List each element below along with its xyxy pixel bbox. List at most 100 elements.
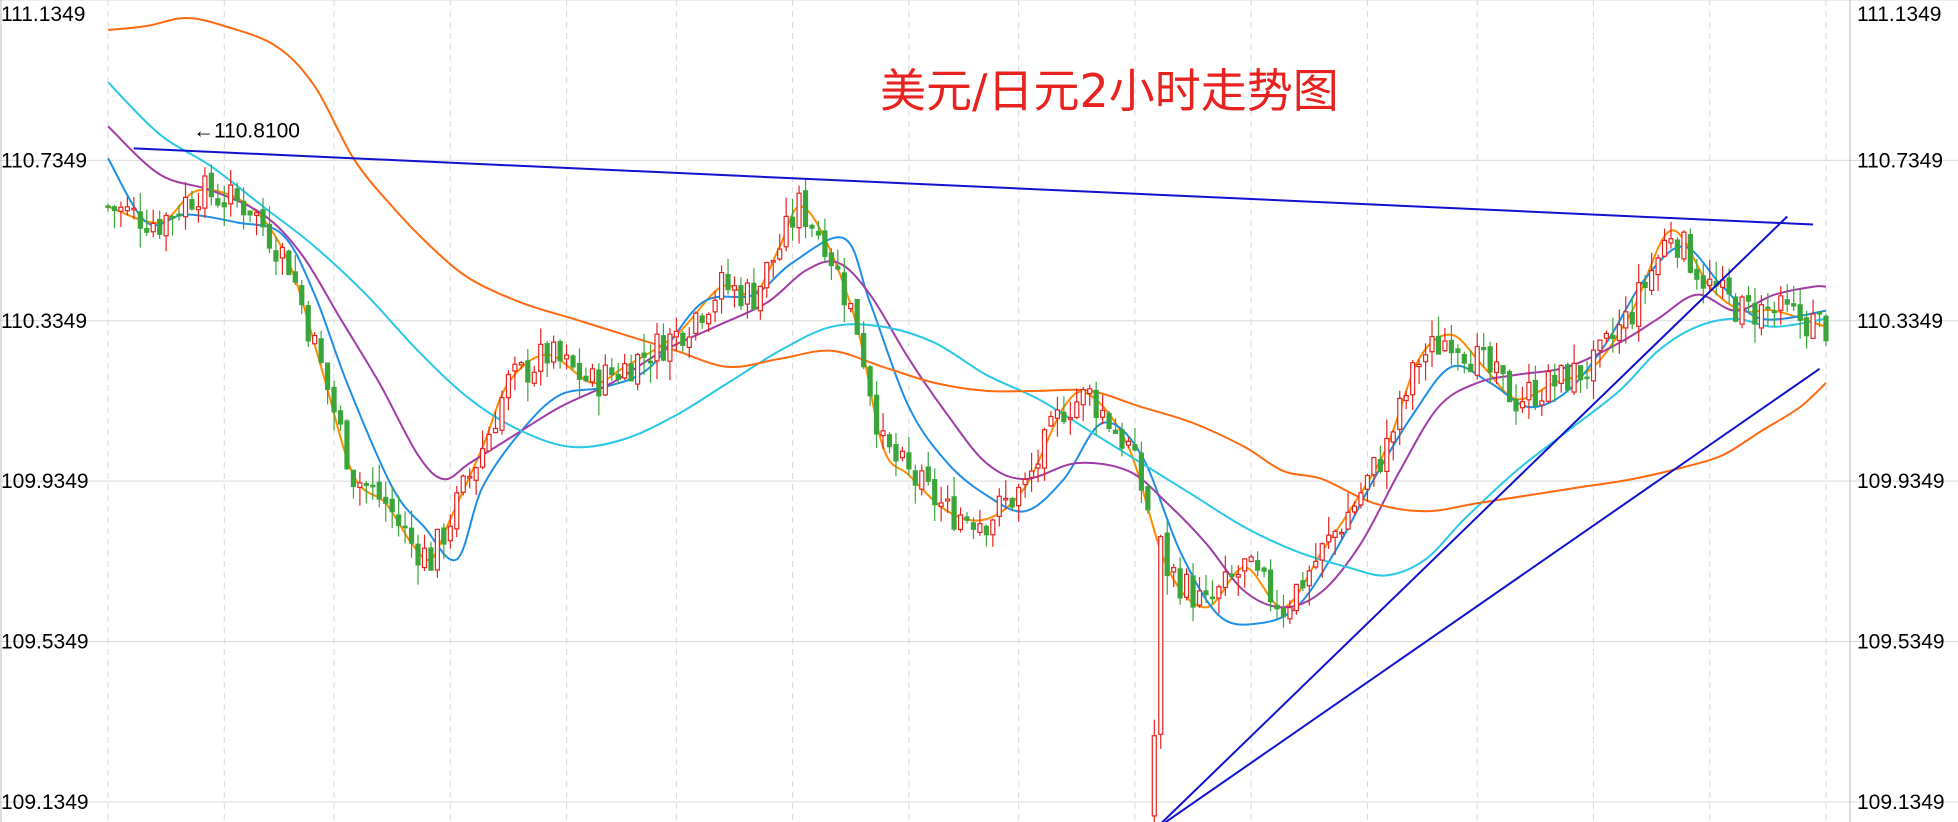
candle-body-up	[1364, 474, 1371, 490]
candle	[1590, 340, 1597, 399]
candle	[208, 164, 214, 206]
candle-body-up	[1519, 401, 1526, 409]
candle-body-up	[777, 248, 783, 260]
candle	[1442, 327, 1448, 353]
candle-body-up	[118, 206, 124, 212]
candle-body-up	[131, 207, 137, 211]
candle-body-down	[318, 338, 324, 363]
candle	[1390, 429, 1396, 461]
candle	[1242, 558, 1248, 588]
candle	[1054, 396, 1061, 437]
candle	[460, 474, 466, 496]
candle-body-down	[402, 525, 408, 529]
candle	[945, 485, 951, 513]
candle	[1326, 516, 1332, 549]
candle	[1306, 565, 1312, 606]
candle	[1668, 221, 1674, 249]
candle-body-up	[1035, 463, 1041, 469]
candle-body-down	[396, 514, 402, 526]
candle	[1229, 565, 1235, 580]
candle-body-down	[273, 250, 279, 262]
candle-body-up	[796, 192, 802, 229]
candle-body-down	[1513, 398, 1519, 412]
candle	[1061, 396, 1067, 425]
candle-body-down	[1745, 295, 1752, 302]
candle-body-down	[1164, 532, 1170, 577]
candle-body-up	[195, 206, 202, 211]
candle-body-up	[1028, 470, 1035, 479]
candle-body-up	[518, 362, 524, 366]
candle	[1371, 456, 1377, 487]
moving-average-line	[107, 188, 1827, 609]
chart-title: 美元/日元2小时走势图	[880, 64, 1339, 118]
candle	[576, 348, 583, 398]
candle	[1119, 422, 1125, 457]
y-tick-label-left: 110.7349	[1, 149, 87, 172]
candle	[1468, 350, 1474, 373]
candle	[1003, 480, 1009, 510]
candle-body-down	[699, 315, 705, 323]
candle-body-up	[635, 353, 641, 385]
candle	[144, 209, 150, 236]
candle	[551, 335, 557, 369]
candle-body-down	[111, 206, 118, 212]
candle-body-down	[337, 410, 344, 425]
candle-body-up	[919, 470, 925, 490]
candle-body-up	[1048, 415, 1054, 427]
candle	[861, 321, 867, 370]
y-tick-label-right: 110.3349	[1857, 310, 1943, 333]
candle-body-down	[389, 498, 395, 513]
candle	[1565, 362, 1571, 392]
candle	[1758, 295, 1765, 336]
candle	[1183, 568, 1190, 601]
candle-body-down	[1765, 306, 1771, 310]
candle-body-up	[938, 502, 944, 507]
candle	[1267, 559, 1274, 612]
candle	[479, 430, 486, 470]
candle-body-down	[725, 273, 731, 291]
candle-body-down	[835, 265, 841, 270]
candle	[609, 358, 615, 381]
candle-body-down	[1500, 365, 1506, 375]
candle	[1338, 528, 1345, 540]
candle	[1300, 571, 1306, 592]
candle-body-up	[622, 363, 628, 379]
candle	[718, 265, 725, 314]
candle-body-up	[1196, 590, 1203, 606]
candle	[673, 317, 679, 352]
moving-average-line	[107, 157, 1827, 626]
candle	[725, 258, 731, 295]
candle	[1739, 294, 1745, 329]
candle-body-down	[1674, 239, 1681, 258]
candle-body-up	[1054, 409, 1061, 419]
candle-body-down	[1112, 429, 1119, 434]
candle	[1519, 386, 1526, 413]
candle	[434, 528, 440, 578]
candle	[1448, 324, 1455, 366]
candle-body-up	[1810, 313, 1816, 339]
candle-body-down	[137, 211, 143, 229]
candle	[396, 495, 402, 537]
candle	[1138, 441, 1144, 503]
candle-body-down	[1771, 310, 1777, 314]
candle-body-down	[1106, 412, 1112, 430]
candle	[1661, 228, 1668, 258]
candle	[234, 182, 240, 208]
candle	[299, 280, 305, 315]
candle	[557, 339, 563, 369]
candle	[1035, 449, 1041, 483]
candle	[964, 512, 970, 524]
candle-body-down	[680, 332, 686, 347]
candle-body-up	[1003, 497, 1009, 501]
candle	[1571, 344, 1577, 396]
candle-body-up	[1171, 567, 1177, 573]
candle-body-up	[1371, 456, 1377, 476]
candle	[1771, 301, 1777, 327]
candle-body-down	[1816, 311, 1823, 315]
candle	[1132, 428, 1138, 452]
candle	[544, 341, 550, 378]
candle-body-up	[1041, 429, 1048, 469]
candle	[505, 369, 512, 411]
candle-body-down	[1177, 568, 1183, 599]
